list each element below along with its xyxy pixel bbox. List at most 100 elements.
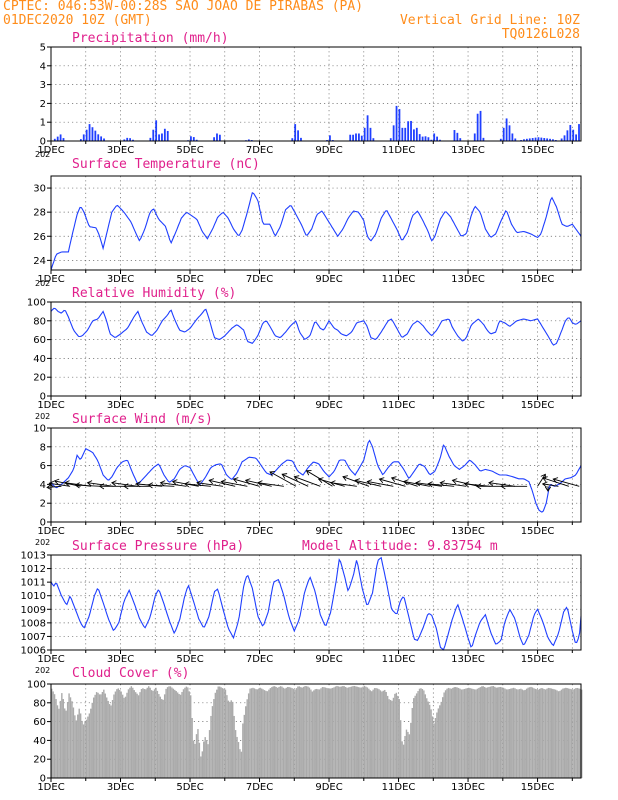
cloud-bar: [214, 692, 217, 778]
plot-frame: [50, 175, 582, 271]
cloud-bar: [100, 694, 102, 778]
wind-arrow: [196, 482, 224, 487]
cloud-bar: [369, 690, 371, 778]
wind-arrow-head: [415, 480, 421, 487]
x-tick-label: 15DEC: [521, 400, 555, 411]
x-tick-label: 7DEC: [246, 400, 273, 411]
cloud-bar: [194, 743, 196, 778]
cloud-bar: [233, 715, 235, 778]
plot-frame: [50, 427, 582, 523]
cloud-bar: [190, 695, 192, 778]
cloud-bar: [207, 744, 209, 778]
precip-bar: [511, 133, 514, 141]
x-tick-label: 11DEC: [382, 145, 416, 156]
precip-bar: [453, 130, 456, 141]
cloud-bar: [384, 689, 386, 778]
cloud-bar: [381, 691, 383, 778]
wind-arrow-head: [147, 482, 153, 489]
cloud-bar: [375, 688, 377, 778]
cloud-bar: [447, 687, 450, 778]
cloud-bar: [116, 689, 118, 778]
cloud-bar: [301, 687, 303, 778]
relative-humidity-title: Relative Humidity (%): [72, 286, 236, 301]
x-tick-label: 9DEC: [315, 400, 342, 411]
cloud-bar: [541, 688, 544, 778]
cloud-bar: [537, 689, 539, 778]
precip-bar: [126, 137, 129, 141]
cloud-bar: [511, 688, 513, 778]
cloud-bar: [314, 689, 316, 778]
cloud-bar: [431, 716, 434, 778]
cloud-bar: [268, 689, 270, 778]
cloud-bar: [124, 696, 127, 778]
surface-pressure-series-line: [50, 556, 582, 651]
cloud-bar: [578, 688, 580, 778]
precip-bar: [195, 139, 198, 141]
cloud-bar: [311, 691, 314, 778]
cloud-bar: [362, 686, 364, 778]
cloud-bar: [58, 708, 60, 778]
cloud-bar: [229, 701, 231, 778]
precip-bar: [291, 138, 294, 141]
precip-bar: [549, 138, 551, 141]
cloud-bar: [450, 688, 453, 778]
wind-arrow-head: [439, 480, 446, 487]
x-tick-label: 15DEC: [521, 782, 555, 793]
y-tick-label: 5: [40, 43, 46, 54]
cloud-bar: [175, 691, 177, 778]
y-tick-label: 10: [33, 424, 46, 435]
y-tick-label: 4: [40, 61, 46, 72]
wind-arrow: [440, 482, 467, 487]
precip-bar: [103, 138, 105, 141]
precip-bar: [418, 134, 421, 141]
y-tick-label: 1008: [21, 618, 46, 629]
cloud-bar: [485, 687, 487, 778]
precip-bar: [499, 138, 502, 141]
cloud-bar: [579, 688, 581, 778]
precip-bar: [528, 138, 531, 141]
cloud-bar: [243, 714, 245, 778]
precip-bar: [540, 137, 543, 141]
surface-pressure-title: Surface Pressure (hPa): [72, 539, 244, 554]
cloud-bar: [334, 686, 337, 778]
cloud-bar: [245, 706, 247, 778]
precip-bar: [395, 105, 398, 141]
cloud-bar: [149, 687, 151, 778]
cloud-bar: [476, 688, 479, 778]
cloud-bar: [69, 697, 72, 778]
precip-bar: [59, 134, 62, 141]
precip-bar: [392, 125, 395, 141]
cloud-bar: [363, 685, 366, 778]
cloud-bar: [79, 713, 82, 778]
cloud-bar: [352, 686, 354, 778]
cloud-bar: [475, 689, 477, 778]
precip-bar: [427, 137, 430, 141]
precip-bar: [352, 134, 355, 141]
cloud-bar: [247, 693, 250, 778]
plot-frame: [50, 683, 582, 779]
cloud-bar: [518, 689, 521, 778]
cloud-bar: [195, 734, 198, 778]
precip-bar: [546, 138, 549, 141]
precip-bar: [369, 127, 372, 141]
cloud-bar: [415, 693, 418, 778]
cloud-bar: [560, 689, 563, 778]
cloud-bar: [494, 686, 496, 778]
cloud-bar: [556, 690, 558, 778]
cloud-bar: [179, 694, 182, 778]
cloud-bar: [562, 688, 564, 778]
precip-bar: [294, 124, 297, 141]
x-tick-label: 1DEC: [37, 526, 64, 537]
cloud-bar: [385, 691, 387, 778]
precip-bar: [216, 133, 218, 141]
cloud-bar: [146, 687, 148, 778]
cloud-bar: [357, 687, 360, 778]
surface-wind-title: Surface Wind (m/s): [72, 412, 213, 427]
cloud-bar: [292, 688, 295, 778]
cloud-bar: [343, 686, 345, 778]
year-label: 202: [35, 538, 50, 547]
cloud-bar: [472, 688, 474, 778]
cloud-bar: [575, 688, 577, 778]
cloud-bar: [530, 686, 532, 778]
